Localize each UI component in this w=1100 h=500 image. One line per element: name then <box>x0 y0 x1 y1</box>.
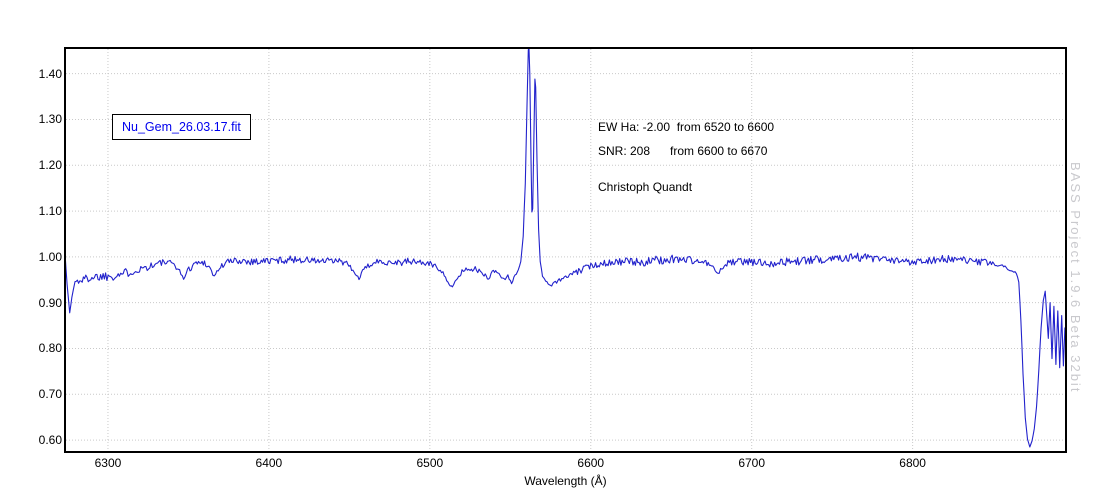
snr-measurement-text: SNR: 208 from 6600 to 6670 <box>598 144 768 158</box>
y-tick-label: 0.60 <box>38 433 62 448</box>
app-version-watermark: BASS Project 1.9.6 Beta 32bit <box>1068 162 1083 394</box>
x-tick-label: 6700 <box>738 456 766 470</box>
y-tick-label: 0.90 <box>38 295 62 310</box>
y-tick-label: 1.20 <box>38 158 62 173</box>
y-tick-label: 1.00 <box>38 249 62 264</box>
x-tick-label: 6800 <box>899 456 926 470</box>
x-tick-label: 6600 <box>577 456 605 470</box>
y-tick-label: 0.70 <box>38 387 62 402</box>
author-text: Christoph Quandt <box>598 180 693 194</box>
x-tick-label: 6400 <box>255 456 283 470</box>
y-tick-label: 1.30 <box>38 112 62 127</box>
ew-measurement-text: EW Ha: -2.00 from 6520 to 6600 <box>598 120 775 134</box>
y-tick-label: 1.10 <box>38 204 62 219</box>
series-label: Nu_Gem_26.03.17.fit <box>122 120 241 134</box>
plot-border <box>64 47 1067 453</box>
y-tick-label: 0.80 <box>38 341 62 356</box>
x-tick-label: 6500 <box>416 456 444 470</box>
x-axis-title: Wavelength (Å) <box>524 474 607 488</box>
spectrum-line <box>64 47 1067 448</box>
series-label-box[interactable]: Nu_Gem_26.03.17.fit <box>112 114 251 140</box>
x-tick-label: 6300 <box>94 456 122 470</box>
y-tick-label: 1.40 <box>38 66 62 81</box>
